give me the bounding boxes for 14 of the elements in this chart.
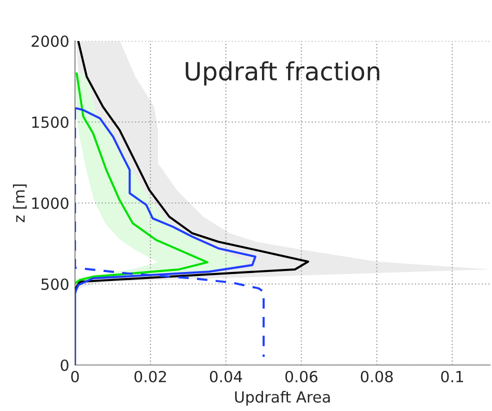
- y-tick-label: 500: [41, 278, 68, 290]
- x-tick-label: 0.06: [285, 370, 318, 382]
- y-axis-title: z [m]: [13, 184, 27, 222]
- y-tick-label: 1500: [32, 116, 68, 128]
- y-tick-label: 0: [60, 359, 68, 372]
- text: Updraft fraction: [186, 61, 380, 86]
- x-tick-label: 0.08: [360, 370, 393, 382]
- x-tick-label: 0.04: [210, 370, 242, 382]
- x-tick-label: 0.02: [134, 370, 166, 382]
- x-tick-label: 0.1: [441, 370, 464, 382]
- y-tick-label: 1000: [32, 197, 68, 210]
- y-tick-label: 2000: [32, 35, 68, 48]
- x-axis-title: Updraft Area: [235, 390, 330, 406]
- x-tick-label: 0: [71, 370, 79, 382]
